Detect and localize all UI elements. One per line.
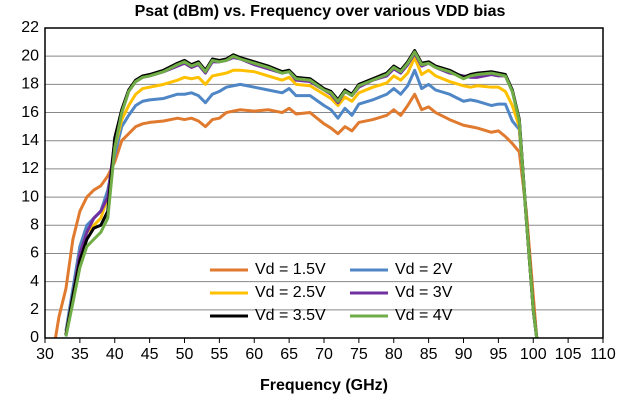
x-tick-label: 45	[141, 346, 159, 363]
y-tick-label: 6	[30, 245, 39, 262]
x-tick-label: 95	[489, 346, 507, 363]
x-tick-label: 60	[245, 346, 263, 363]
x-tick-label: 85	[420, 346, 438, 363]
y-tick-label: 14	[21, 132, 39, 149]
x-tick-label: 110	[590, 346, 616, 363]
legend-label: Vd = 2V	[395, 261, 453, 278]
x-tick-label: 80	[385, 346, 403, 363]
series-line	[64, 56, 539, 338]
y-tick-label: 20	[21, 47, 39, 64]
x-tick-label: 75	[350, 346, 368, 363]
x-tick-label: 55	[210, 346, 228, 363]
plot-lines	[53, 49, 539, 338]
x-tick-label: 35	[71, 346, 89, 363]
series-line	[53, 92, 539, 338]
series-line	[64, 50, 539, 338]
x-tick-label: 30	[36, 346, 54, 363]
x-tick-label: 70	[315, 346, 333, 363]
x-tick-label: 40	[106, 346, 124, 363]
x-tick-label: 90	[455, 346, 473, 363]
y-tick-label: 22	[21, 19, 39, 36]
y-tick-label: 18	[21, 76, 39, 93]
legend-label: Vd = 2.5V	[255, 284, 326, 301]
y-tick-label: 10	[21, 188, 39, 205]
y-tick-label: 16	[21, 104, 39, 121]
legend-label: Vd = 3V	[395, 284, 453, 301]
series-line	[64, 68, 539, 338]
x-tick-label: 105	[555, 346, 582, 363]
x-tick-label: 100	[520, 346, 547, 363]
legend: Vd = 1.5V Vd = 2V Vd = 2.5V Vd = 3V Vd = 3.5…	[210, 261, 453, 324]
legend-label: Vd = 1.5V	[255, 261, 326, 278]
x-axis-label: Frequency (GHz)	[260, 377, 388, 394]
plot-border	[44, 27, 604, 339]
x-tick-label: 65	[280, 346, 298, 363]
y-tick-label: 2	[30, 301, 39, 318]
y-tick-label: 8	[30, 216, 39, 233]
y-tick-label: 12	[21, 160, 39, 177]
x-tick-label: 50	[176, 346, 194, 363]
y-tick-label: 4	[30, 273, 39, 290]
y-tick-label: 0	[30, 329, 39, 346]
legend-label: Vd = 3.5V	[255, 307, 326, 324]
chart-title: Psat (dBm) vs. Frequency over various VD…	[135, 3, 506, 20]
legend-label: Vd = 4V	[395, 307, 453, 324]
